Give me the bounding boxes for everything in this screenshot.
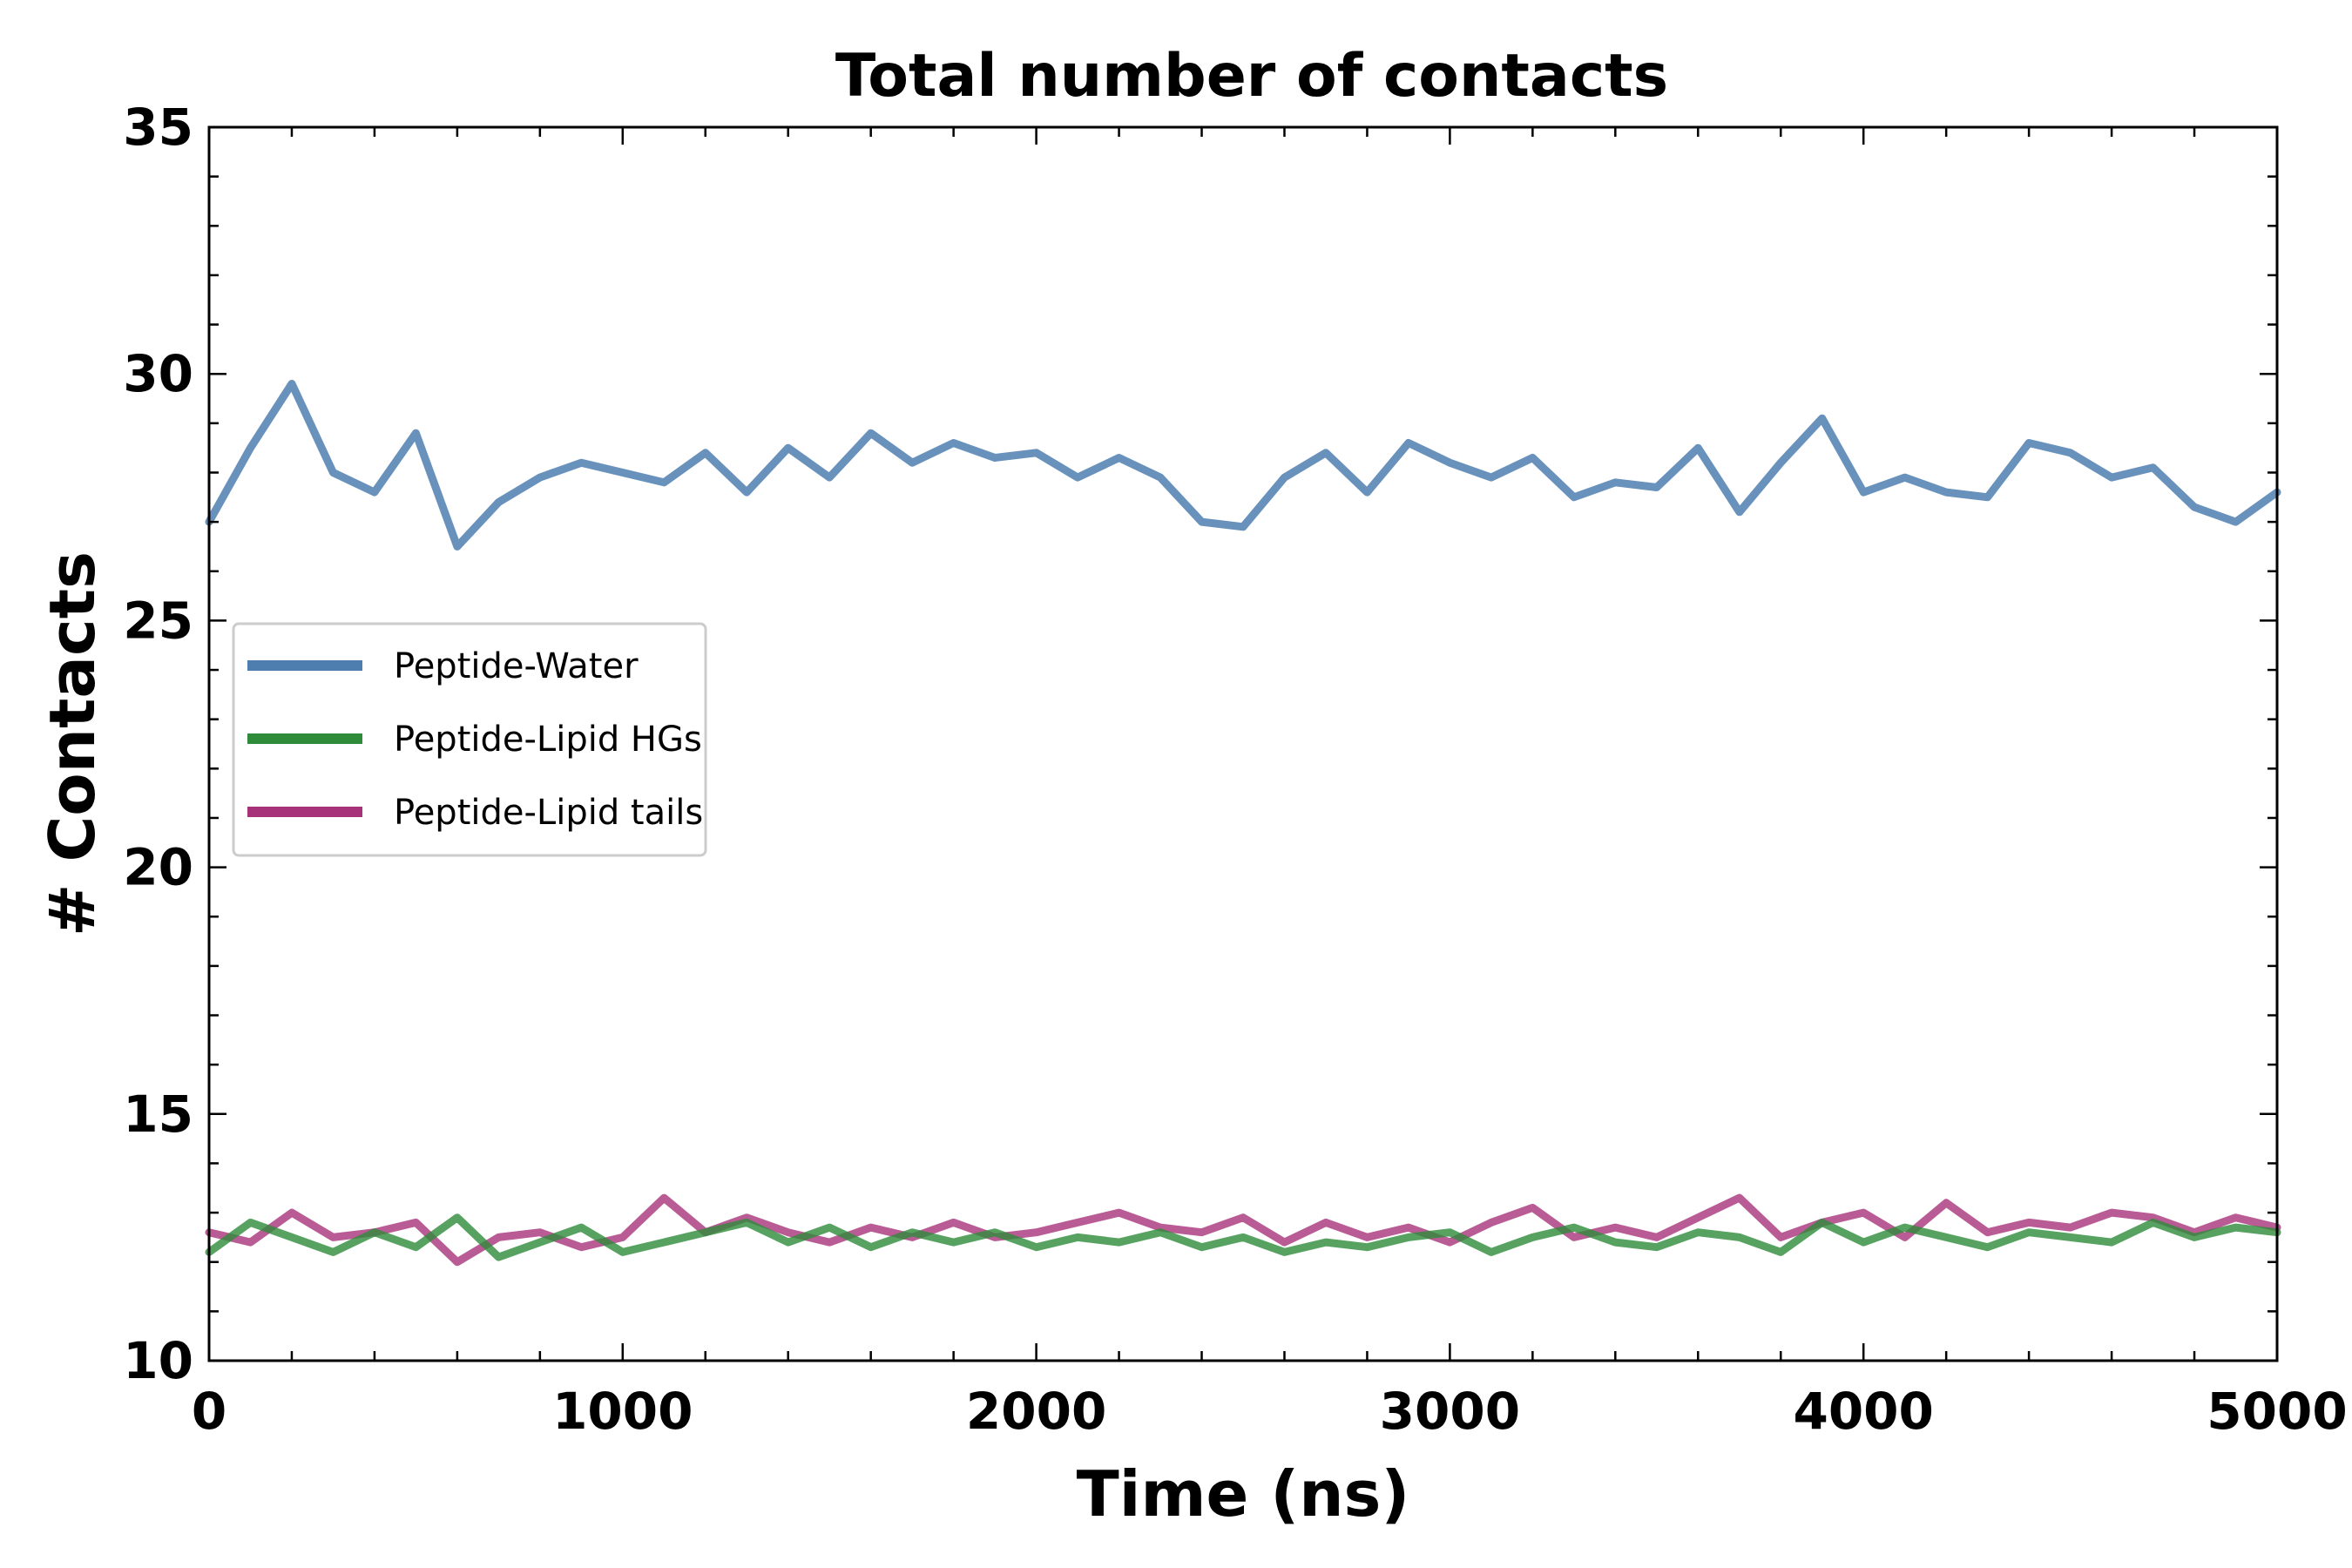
- y-ticks: 10 15 20 25 30 35: [123, 98, 2277, 1390]
- plot-series: [205, 380, 2281, 1267]
- chart-title: Total number of contacts: [835, 42, 1668, 111]
- x-axis-label: Time (ns): [1077, 1457, 1410, 1531]
- plot-frame: [207, 125, 2279, 1362]
- x-tick-label: 2000: [966, 1382, 1106, 1441]
- y-axis-label: # Contacts: [36, 551, 109, 936]
- y-tick-label: 20: [123, 838, 193, 897]
- x-tick-label: 0: [192, 1382, 226, 1441]
- y-tick-label: 15: [123, 1085, 193, 1144]
- legend-label: Peptide-Water: [394, 646, 639, 686]
- x-tick-label: 1000: [552, 1382, 693, 1441]
- y-tick-label: 30: [123, 344, 193, 403]
- x-tick-label: 3000: [1380, 1382, 1520, 1441]
- x-ticks: 0 1000 2000 3000 4000 5000: [192, 127, 2348, 1441]
- y-tick-label: 10: [123, 1331, 193, 1390]
- legend-label: Peptide-Lipid HGs: [394, 720, 702, 760]
- legend-box: [232, 622, 707, 857]
- legend-label: Peptide-Lipid tails: [394, 793, 703, 833]
- series-line-2: [205, 1213, 2281, 1261]
- series-line-1: [205, 380, 2281, 551]
- y-tick-label: 35: [123, 98, 193, 157]
- x-tick-label: 4000: [1793, 1382, 1933, 1441]
- y-tick-label: 25: [123, 591, 193, 650]
- x-tick-label: 5000: [2207, 1382, 2347, 1441]
- legend: Peptide-Water Peptide-Lipid HGs Peptide-Li…: [232, 622, 707, 857]
